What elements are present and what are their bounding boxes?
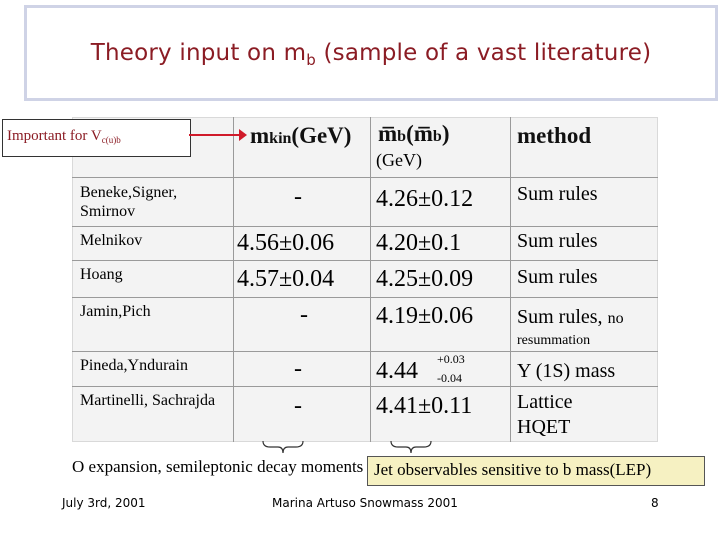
title-frame [24, 5, 718, 101]
row-divider [72, 226, 658, 227]
table-background [72, 117, 658, 442]
footer-author: Marina Artuso Snowmass 2001 [272, 496, 458, 510]
mkin-cell: 4.56±0.06 [237, 230, 335, 256]
mkin-cell: 4.57±0.04 [237, 266, 335, 292]
row-divider [72, 297, 658, 298]
brace-icon [262, 440, 304, 454]
column-divider [510, 117, 511, 442]
method-cell-line2: HQET [517, 416, 571, 438]
author-cell: Jamin,Pich [80, 303, 151, 320]
mb-error-down: -0.04 [437, 371, 462, 385]
mb-cell: 4.41±0.11 [376, 393, 473, 419]
mb-error-up: +0.03 [437, 352, 465, 366]
mb-cell: 4.25±0.09 [376, 266, 474, 292]
mkin-cell: - [294, 356, 302, 382]
author-cell: Beneke,Signer, Smirnov [80, 184, 178, 220]
row-divider [72, 351, 658, 352]
mb-cell: 4.20±0.1 [376, 230, 462, 256]
row-divider [72, 260, 658, 261]
callout-box: Important for Vc(u)b [2, 119, 191, 157]
mb-cell: 4.26±0.12 [376, 186, 474, 212]
header-mkin: mkin(GeV) [250, 123, 352, 148]
mkin-cell: - [294, 393, 302, 419]
column-divider [233, 117, 234, 442]
method-cell: Υ (1S) mass [517, 360, 616, 382]
method-cell: Sum rules [517, 183, 598, 205]
row-divider [72, 386, 658, 387]
method-cell: Sum rules, no [517, 306, 624, 328]
row-divider [72, 177, 658, 178]
method-cell: Lattice [517, 391, 573, 413]
method-cell: Sum rules [517, 230, 598, 252]
brace-icon [390, 440, 432, 454]
author-cell: Hoang [80, 266, 123, 283]
page-number: 8 [651, 496, 659, 510]
mkin-cell: - [300, 302, 308, 328]
slide-title: Theory input on mb (sample of a vast lit… [90, 40, 652, 69]
author-cell: Pineda,Yndurain [80, 357, 188, 374]
callout-arrow-icon [189, 129, 247, 141]
author-cell: Martinelli, Sachrajda [80, 392, 216, 409]
ope-label: O expansion, semileptonic decay moments [72, 457, 364, 476]
header-mb: m̅b(m̅b) [378, 121, 450, 146]
header-mb-unit: (GeV) [376, 150, 422, 170]
mkin-cell: - [294, 184, 302, 210]
header-method: method [517, 123, 592, 148]
jet-observables-label: Jet observables sensitive to b mass(LEP) [367, 456, 705, 486]
mb-cell: 4.19±0.06 [376, 303, 474, 329]
method-cell: Sum rules [517, 266, 598, 288]
method-note: resummation [517, 333, 591, 348]
column-divider [370, 117, 371, 442]
author-cell: Melnikov [80, 232, 143, 249]
footer-date: July 3rd, 2001 [62, 496, 146, 510]
mb-cell: 4.44 [376, 358, 418, 384]
